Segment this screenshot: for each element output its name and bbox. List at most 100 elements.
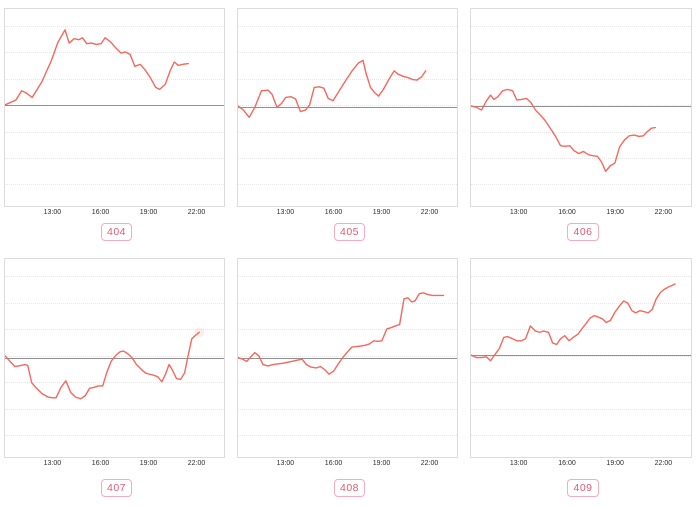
x-axis-labels: 13:00 16:00 19:00 22:00: [470, 207, 692, 219]
x-axis-labels: 13:00 16:00 19:00 22:00: [470, 458, 692, 470]
gridline: [238, 25, 457, 27]
line-series-svg: [5, 9, 224, 206]
gridline: [238, 329, 457, 331]
chart-id-badge[interactable]: 407: [100, 479, 133, 497]
gridline: [5, 52, 224, 54]
gridline: [238, 355, 457, 357]
x-axis-labels: 13:00 16:00 19:00 22:00: [237, 458, 458, 470]
gridline: [471, 78, 691, 80]
gridline: [5, 382, 224, 384]
chart-panel-405: ·· ····· 13:00 16:00 19:00 22:00 405: [233, 0, 466, 250]
gridline: [238, 276, 457, 278]
gridline: [238, 157, 457, 159]
x-tick-label: 22:00: [420, 460, 439, 467]
gridline: [238, 408, 457, 410]
price-line: [5, 30, 188, 105]
gridline: [471, 355, 691, 357]
badge-row: 405: [233, 222, 466, 241]
chart-id-badge[interactable]: 405: [333, 223, 366, 241]
chart-panel-406: · ··· 13:00 16:00 19:00 22:00 406: [466, 0, 700, 250]
line-series-svg: [471, 259, 691, 457]
gridline: [238, 131, 457, 133]
x-tick-label: 16:00: [91, 460, 110, 467]
chart-id-badge[interactable]: 404: [100, 223, 133, 241]
chart-plot-area[interactable]: [470, 258, 692, 458]
x-tick-label: 22:00: [187, 460, 206, 467]
gridline: [5, 435, 224, 437]
x-tick-label: 22:00: [420, 209, 439, 216]
gridline: [5, 131, 224, 133]
chart-title-bar: ·· ·····: [237, 0, 458, 8]
gridline: [471, 276, 691, 278]
badge-row: 406: [466, 222, 700, 241]
chart-plot-area[interactable]: [470, 8, 692, 207]
gridline: [471, 435, 691, 437]
line-series-svg: [238, 259, 457, 457]
chart-panel-407: ······· ·· ··· ···· 13:00 16:00 19:00 22:00…: [0, 250, 233, 506]
x-tick-label: 19:00: [606, 209, 624, 216]
price-line: [238, 60, 426, 117]
line-series-svg: [238, 9, 457, 206]
x-tick-label: 13:00: [43, 209, 62, 216]
zero-baseline: [238, 106, 457, 108]
gridline: [471, 52, 691, 54]
price-line: [238, 293, 444, 374]
x-tick-label: 22:00: [654, 209, 673, 216]
chart-panel-408: ······· ··· ···· 13:00 16:00 19:00 22:00 40…: [233, 250, 466, 506]
zero-baseline: [238, 357, 457, 359]
chart-panel-409: ··· ···· 13:00 16:00 19:00 22:00 409: [466, 250, 700, 506]
x-tick-label: 13:00: [509, 209, 528, 216]
gridline: [471, 302, 691, 304]
x-tick-label: 22:00: [187, 209, 206, 216]
gridline: [238, 302, 457, 304]
gridline: [471, 382, 691, 384]
chart-id-badge[interactable]: 408: [333, 479, 366, 497]
chart-title-bar: ······· ··· ····: [237, 250, 458, 258]
line-series-svg: [471, 9, 691, 206]
gridline: [471, 25, 691, 27]
chart-id-badge[interactable]: 406: [567, 223, 599, 241]
x-tick-label: 13:00: [509, 460, 528, 467]
gridline: [238, 105, 457, 107]
gridline: [471, 131, 691, 133]
chart-title-bar: ······· ·· ··· ····: [4, 250, 225, 258]
gridline: [5, 184, 224, 186]
x-tick-label: 16:00: [324, 209, 343, 216]
gridline: [5, 276, 224, 278]
x-tick-label: 19:00: [606, 460, 624, 467]
gridline: [5, 302, 224, 304]
x-tick-label: 13:00: [276, 209, 295, 216]
gridline: [5, 157, 224, 159]
x-tick-label: 16:00: [324, 460, 343, 467]
gridline: [471, 105, 691, 107]
x-tick-label: 16:00: [558, 460, 576, 467]
chart-plot-area[interactable]: [237, 258, 458, 458]
gridline: [5, 78, 224, 80]
badge-row: 409: [466, 478, 700, 497]
chart-title-bar: ··· ····: [470, 250, 692, 258]
x-tick-label: 16:00: [558, 209, 576, 216]
line-series-svg: [5, 327, 205, 457]
chart-plot-area[interactable]: [237, 8, 458, 207]
badge-row: 404: [0, 222, 233, 241]
zero-baseline: [5, 104, 224, 106]
badge-row: 408: [233, 478, 466, 497]
gridline: [5, 329, 224, 331]
gridline: [238, 435, 457, 437]
gridline: [238, 78, 457, 80]
x-tick-label: 19:00: [372, 209, 391, 216]
chart-plot-area[interactable]: [4, 258, 225, 458]
gridline: [5, 408, 224, 410]
chart-title-bar: [4, 0, 225, 8]
badge-row: 407: [0, 478, 233, 497]
chart-id-badge[interactable]: 409: [567, 479, 599, 497]
gridline: [238, 52, 457, 54]
chart-plot-area[interactable]: [4, 8, 225, 207]
chart-title-bar: · ···: [470, 0, 692, 8]
gridline: [471, 157, 691, 159]
x-tick-label: 19:00: [139, 460, 158, 467]
chart-panel-404: 13:00 16:00 19:00 22:00 404: [0, 0, 233, 250]
x-axis-labels: 13:00 16:00 19:00 22:00: [4, 458, 225, 470]
zero-baseline: [471, 355, 691, 357]
x-tick-label: 16:00: [91, 209, 110, 216]
